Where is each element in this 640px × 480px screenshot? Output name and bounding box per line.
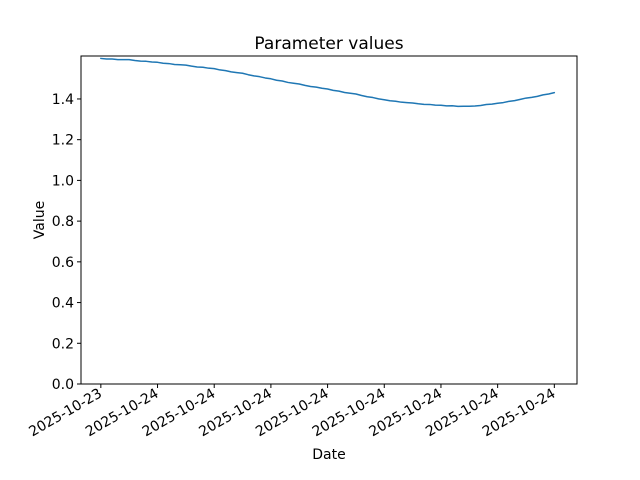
y-tick-label: 0.0 [52,377,74,393]
y-tick-label: 1.0 [52,173,74,189]
data-line-parameter-values [100,57,556,108]
y-tick-label: 0.6 [52,255,74,271]
y-tick-label: 0.4 [52,296,74,312]
y-tick-label: 0.8 [52,214,74,230]
chart-title: Parameter values [254,34,403,54]
y-tick-label: 1.4 [52,92,74,108]
x-axis-title: Date [312,447,345,463]
y-axis-title: Value [32,201,48,239]
y-tick-label: 0.2 [52,336,74,352]
plot-area [80,55,578,385]
y-tick-label: 1.2 [52,133,74,149]
